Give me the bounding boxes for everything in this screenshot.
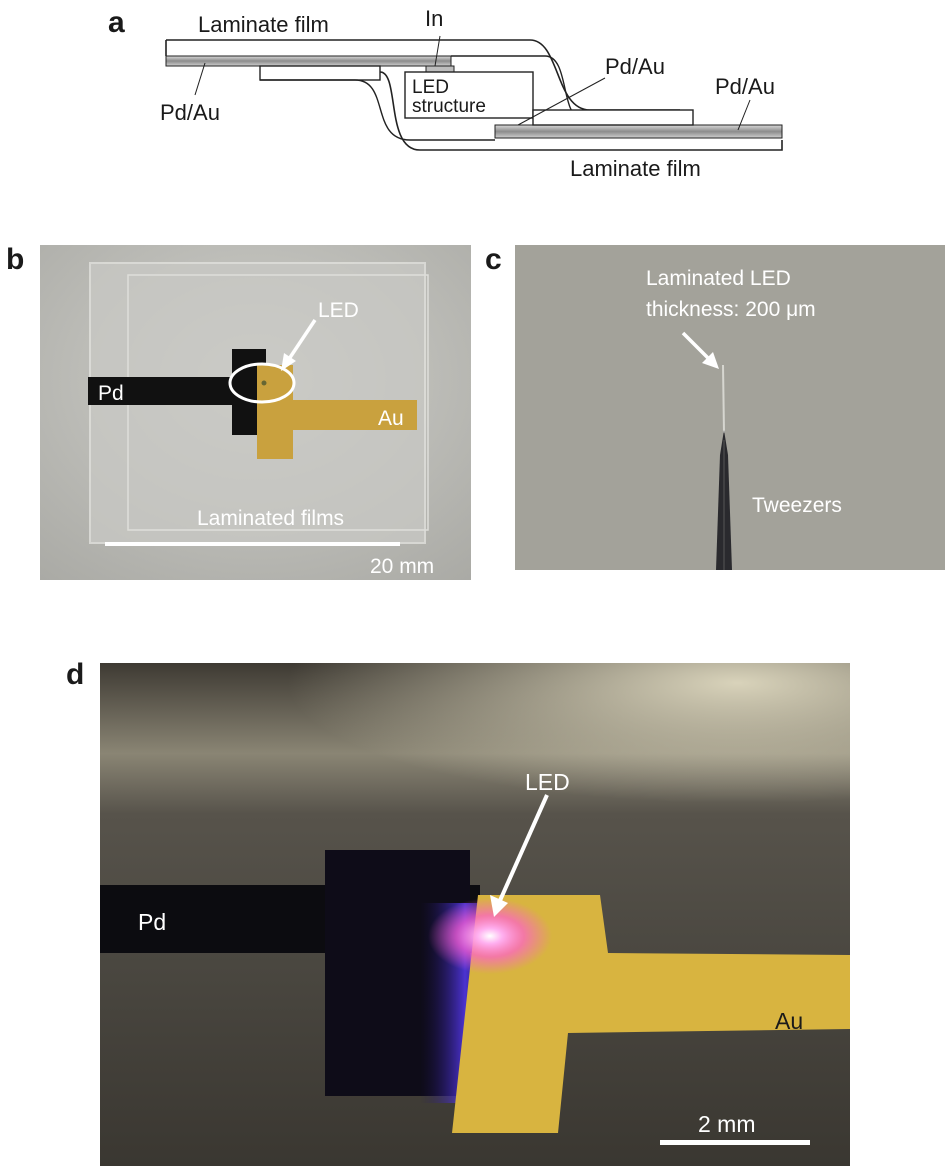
label-in: In [425,6,443,31]
label-led-b: LED [318,299,359,322]
label-films-b: Laminated films [197,507,344,530]
laminated-led-edge [722,364,725,434]
photo-glowing-led: LED Pd Au 2 mm [100,663,850,1166]
photo-tweezers: Laminated LED thickness: 200 μm Tweezers [515,245,945,570]
right-spacer [532,109,694,126]
label-pd-b: Pd [98,382,124,405]
label-bottom-film: Laminate film [570,156,701,181]
label-led-d: LED [525,769,570,795]
panel-a-letter: a [108,6,125,39]
label-thickness: thickness: 200 μm [646,298,816,321]
scale-bar-b [105,542,400,546]
label-pd-d: Pd [138,909,166,935]
scale-bar-d [660,1140,810,1145]
cross-section-diagram: Laminate film In Pd/Au LED structure Pd/… [160,6,783,181]
led-structure-block [404,71,534,119]
top-pdau-electrode [165,55,452,67]
label-scale-b: 20 mm [370,555,434,578]
panel-c-letter: c [485,243,502,276]
panel-b-letter: b [6,243,25,276]
led-marker-ellipse [228,362,296,404]
label-top-film: Laminate film [198,12,329,37]
label-laminated-led: Laminated LED [646,267,791,290]
bottom-laminate-film [379,71,783,151]
label-led-line2: structure [412,96,486,117]
label-tweezers: Tweezers [752,494,842,517]
label-au-b: Au [378,407,404,430]
indium-bump [425,65,455,73]
label-pdau-left: Pd/Au [160,100,220,125]
top-laminate-film [166,39,680,111]
label-scale-d: 2 mm [698,1111,756,1137]
label-pdau-right: Pd/Au [715,74,775,99]
label-led-line1: LED [412,77,449,98]
panel-d-letter: d [66,658,85,691]
label-pdau-mid: Pd/Au [605,54,665,79]
au-electrode-d [452,895,850,1133]
label-au-d: Au [775,1008,803,1034]
photo-laminated-device: Pd LED Au Laminated films 20 mm [40,245,471,580]
left-spacer [259,65,381,81]
led-glow [428,898,552,974]
